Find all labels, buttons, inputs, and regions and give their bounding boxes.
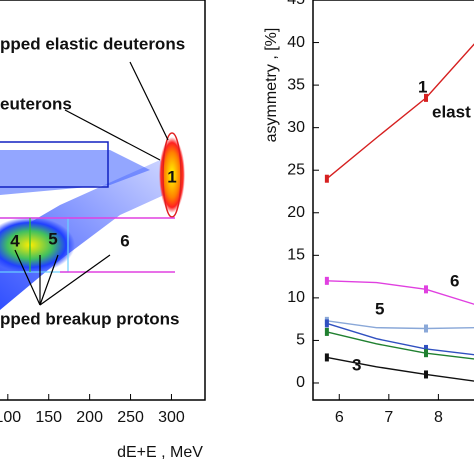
x-tick-label: 250 bbox=[117, 409, 144, 426]
series-line bbox=[326, 356, 474, 382]
x-tick-label: 8 bbox=[434, 409, 443, 426]
y-axis-label: asymmetry , [%] bbox=[263, 28, 280, 143]
x-tick-label: 100 bbox=[0, 409, 21, 426]
annotation: 6 bbox=[450, 271, 459, 290]
band bbox=[0, 150, 150, 195]
annotation: 3 bbox=[352, 355, 361, 374]
annotation: 1 bbox=[167, 167, 176, 186]
point bbox=[424, 370, 429, 379]
y-tick-label: 0 bbox=[296, 374, 305, 391]
point bbox=[324, 353, 329, 362]
point bbox=[324, 319, 329, 328]
point bbox=[324, 276, 329, 285]
plot-frame bbox=[312, 0, 474, 401]
series-group bbox=[324, 43, 474, 382]
arrows bbox=[14, 61, 169, 306]
plot-frame bbox=[0, 0, 206, 401]
density-decor bbox=[0, 61, 185, 310]
x-tick-label: 150 bbox=[35, 409, 62, 426]
series-line bbox=[326, 280, 474, 305]
point bbox=[424, 93, 429, 102]
y-tick-label: 10 bbox=[287, 289, 305, 306]
x-tick-label: 7 bbox=[384, 409, 393, 426]
point bbox=[424, 349, 429, 358]
point bbox=[424, 344, 429, 353]
annotation: 1 bbox=[418, 77, 427, 96]
y-tick-label: 45 bbox=[287, 0, 305, 8]
y-tick-label: 25 bbox=[287, 161, 305, 178]
y-tick-label: 40 bbox=[287, 34, 305, 51]
point bbox=[424, 324, 429, 333]
blob bbox=[159, 137, 185, 213]
x-tick-label: 300 bbox=[158, 409, 185, 426]
annotation: 4 bbox=[10, 231, 20, 250]
y-tick-label: 20 bbox=[287, 204, 305, 221]
annotation: 5 bbox=[375, 299, 384, 318]
series-line bbox=[326, 331, 474, 360]
series-line bbox=[326, 322, 474, 356]
annotation: pped breakup protons bbox=[0, 309, 179, 328]
annotation: 6 bbox=[120, 231, 129, 250]
y-tick-label: 15 bbox=[287, 247, 305, 264]
cut bbox=[162, 132, 182, 218]
x-axis-label: dE+E , MeV bbox=[117, 444, 203, 461]
x-tick-label: 6 bbox=[335, 409, 344, 426]
y-tick-label: 30 bbox=[287, 119, 305, 136]
point bbox=[424, 285, 429, 294]
y-tick-label: 35 bbox=[287, 76, 305, 93]
point bbox=[324, 174, 329, 183]
annotation: elast bbox=[432, 102, 471, 121]
annotation: euterons bbox=[0, 94, 72, 113]
series-line bbox=[326, 320, 474, 330]
x-tick-label: 200 bbox=[76, 409, 103, 426]
annotation: 5 bbox=[48, 229, 57, 248]
series-line bbox=[326, 43, 474, 180]
y-tick-label: 5 bbox=[296, 332, 305, 349]
cut bbox=[0, 141, 109, 188]
annotation: pped elastic deuterons bbox=[0, 34, 185, 53]
point bbox=[324, 327, 329, 336]
